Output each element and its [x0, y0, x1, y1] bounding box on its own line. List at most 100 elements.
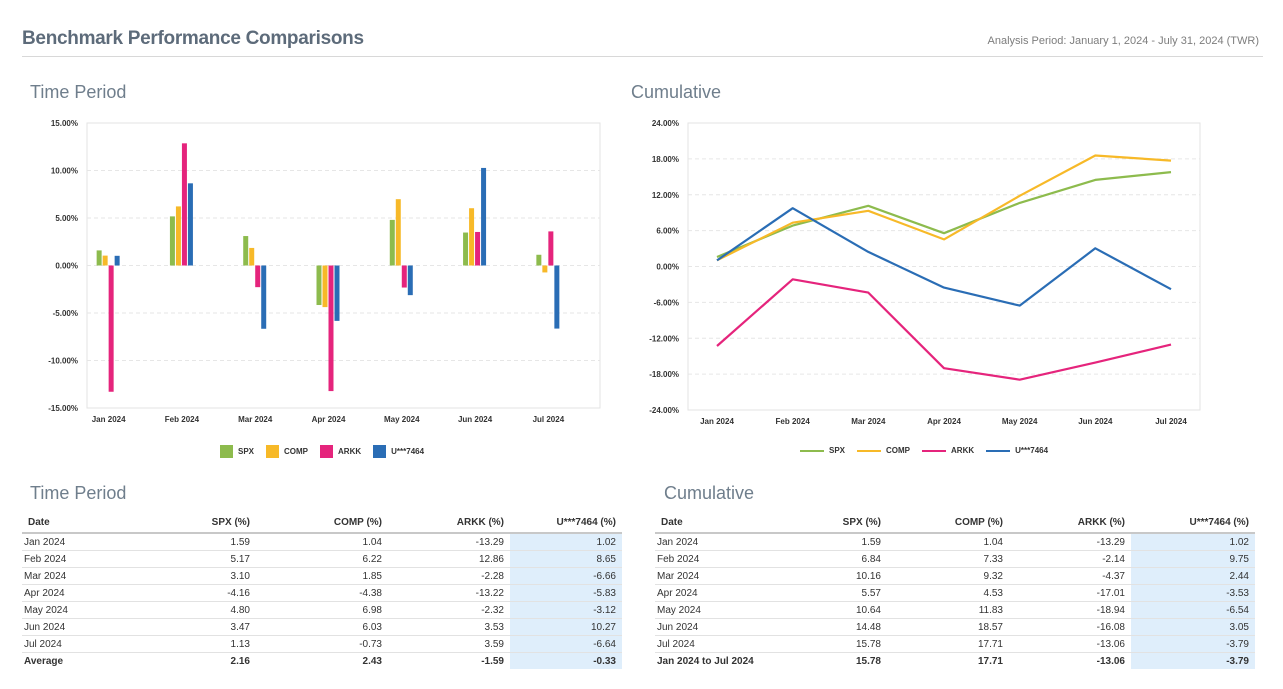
bar-u7464	[481, 167, 487, 266]
column-header-arkk: ARKK (%)	[388, 512, 510, 534]
table-row: Mar 2024 3.10 1.85 -2.28 -6.66	[22, 567, 622, 585]
summary-row: Jan 2024 to Jul 2024 15.78 17.71 -13.06 -3.7…	[655, 652, 1255, 669]
cell-arkk: -2.14	[1009, 550, 1131, 568]
column-header-comp: COMP (%)	[887, 512, 1009, 534]
cell-arkk: -18.94	[1009, 601, 1131, 619]
time-period-table-title: Time Period	[30, 483, 127, 503]
bar-u7464	[334, 265, 340, 321]
cell-date: Mar 2024	[22, 567, 132, 585]
legend-item: SPX	[800, 446, 845, 455]
cell-arkk: -2.28	[388, 567, 510, 585]
cell-comp: 7.33	[887, 550, 1009, 568]
cell-date: Jan 2024	[22, 533, 132, 551]
y-tick-label: 15.00%	[51, 119, 78, 128]
cell-date: Jul 2024	[655, 635, 775, 653]
bar-spx	[169, 216, 175, 266]
bar-spx	[536, 254, 542, 266]
y-tick-label: -15.00%	[48, 404, 78, 413]
bar-comp	[102, 255, 108, 266]
cell-comp: 1.04	[887, 533, 1009, 551]
bar-arkk	[401, 265, 407, 288]
cell-spx: 1.13	[132, 635, 256, 653]
bar-arkk	[548, 231, 554, 266]
cell-comp: 6.22	[256, 550, 388, 568]
x-tick-label: Jan 2024	[700, 417, 734, 426]
column-header-date: Date	[22, 512, 132, 534]
table-row: Jul 2024 15.78 17.71 -13.06 -3.79	[655, 635, 1255, 653]
cell-comp: 17.71	[887, 635, 1009, 653]
cell-comp: 6.03	[256, 618, 388, 636]
x-tick-label: Jan 2024	[92, 415, 126, 424]
summary-row: Average 2.16 2.43 -1.59 -0.33	[22, 652, 622, 669]
legend-swatch	[320, 445, 334, 458]
cell-account: 8.65	[510, 550, 622, 568]
y-tick-label: -18.00%	[649, 370, 679, 379]
bar-spx	[243, 236, 249, 266]
legend-swatch	[857, 449, 882, 452]
cell-date: Feb 2024	[22, 550, 132, 568]
legend-item: COMP	[857, 446, 910, 455]
y-tick-label: -6.00%	[654, 298, 679, 307]
column-header-account: U***7464 (%)	[510, 512, 622, 534]
cell-comp: 1.04	[256, 533, 388, 551]
summary-cell-arkk: -1.59	[481, 655, 504, 667]
x-tick-label: Jun 2024	[458, 415, 493, 424]
cell-date: Mar 2024	[655, 567, 775, 585]
legend-item: ARKK	[320, 445, 361, 458]
bar-comp	[322, 265, 328, 308]
series-line-u7464	[716, 207, 1172, 307]
cell-spx: 5.57	[775, 584, 887, 602]
table-row: Feb 2024 5.17 6.22 12.86 8.65	[22, 550, 622, 568]
analysis-period: Analysis Period: January 1, 2024 - July …	[987, 35, 1259, 47]
time-period-legend: SPX COMP ARKK U***7464	[220, 445, 424, 458]
cell-arkk: -2.32	[388, 601, 510, 619]
table-row: Jan 2024 1.59 1.04 -13.29 1.02	[22, 533, 622, 551]
bar-comp	[542, 265, 548, 273]
table-row: Jul 2024 1.13 -0.73 3.59 -6.64	[22, 635, 622, 653]
cell-comp: 4.53	[887, 584, 1009, 602]
bar-spx	[96, 250, 102, 266]
summary-cell-account: -3.79	[1131, 652, 1255, 669]
cell-spx: 6.84	[775, 550, 887, 568]
cell-date: Jun 2024	[655, 618, 775, 636]
cell-spx: 10.16	[775, 567, 887, 585]
table-row: Jan 2024 1.59 1.04 -13.29 1.02	[655, 533, 1255, 551]
legend-swatch	[986, 449, 1011, 452]
cell-account: -6.66	[510, 567, 622, 585]
legend-item: SPX	[220, 445, 254, 458]
bar-arkk	[255, 265, 261, 288]
legend-swatch	[373, 445, 387, 458]
cell-spx: 15.78	[775, 635, 887, 653]
bar-u7464	[187, 183, 193, 266]
cell-date: Apr 2024	[655, 584, 775, 602]
cell-arkk: -13.29	[1009, 533, 1131, 551]
table-row: Apr 2024 5.57 4.53 -17.01 -3.53	[655, 584, 1255, 602]
bar-spx	[463, 232, 469, 266]
x-tick-label: Jun 2024	[1078, 417, 1113, 426]
column-header-spx: SPX (%)	[775, 512, 887, 534]
x-tick-label: Feb 2024	[776, 417, 811, 426]
cell-comp: -0.73	[256, 635, 388, 653]
cell-spx: 3.47	[132, 618, 256, 636]
cell-comp: 6.98	[256, 601, 388, 619]
cell-date: May 2024	[22, 601, 132, 619]
bar-comp	[175, 206, 181, 266]
cell-comp: 11.83	[887, 601, 1009, 619]
x-tick-label: Mar 2024	[851, 417, 886, 426]
summary-cell-date: Average	[24, 655, 64, 667]
legend-item: U***7464	[373, 445, 424, 458]
cell-spx: 4.80	[132, 601, 256, 619]
cell-arkk: 3.59	[388, 635, 510, 653]
cell-account: -6.64	[510, 635, 622, 653]
cell-comp: 1.85	[256, 567, 388, 585]
cell-account: 9.75	[1131, 550, 1255, 568]
series-line-spx	[716, 171, 1172, 259]
cell-arkk: 12.86	[388, 550, 510, 568]
bar-u7464	[114, 255, 120, 266]
cell-arkk: -4.37	[1009, 567, 1131, 585]
table-row: Feb 2024 6.84 7.33 -2.14 9.75	[655, 550, 1255, 568]
series-line-comp	[716, 154, 1172, 262]
table-row: May 2024 4.80 6.98 -2.32 -3.12	[22, 601, 622, 619]
cell-date: May 2024	[655, 601, 775, 619]
legend-label: U***7464	[1015, 446, 1049, 455]
